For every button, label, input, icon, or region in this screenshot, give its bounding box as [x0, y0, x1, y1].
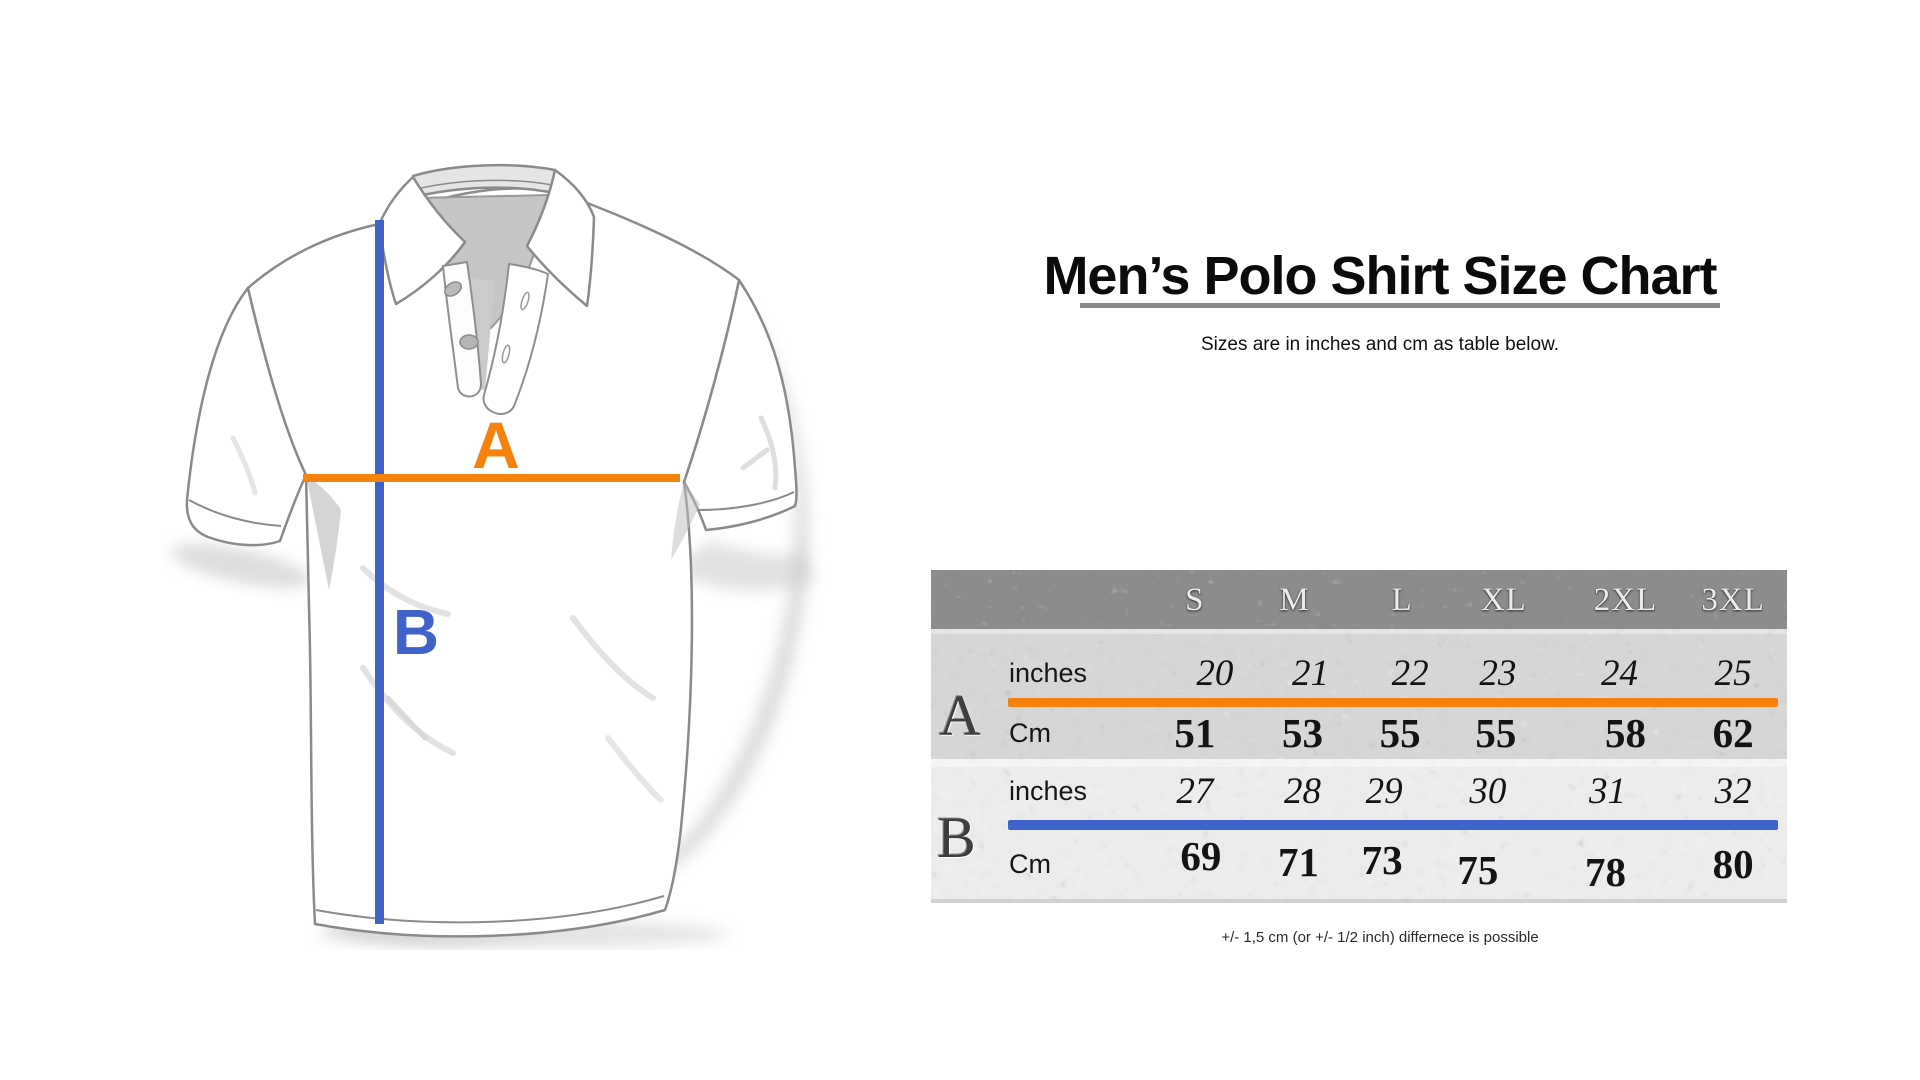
- right-cuff-seam: [698, 491, 795, 511]
- measure-label-a: A: [472, 408, 520, 482]
- size-value: 22: [1391, 652, 1429, 694]
- size-value: 55: [1475, 710, 1517, 756]
- size-value: 23: [1479, 652, 1517, 694]
- placket-right-strip: [482, 262, 550, 415]
- column-header-2xl: 2XL: [1593, 581, 1658, 618]
- size-value: 21: [1291, 652, 1329, 694]
- size-value: 20: [1196, 652, 1234, 694]
- collar-flap-right: [525, 168, 596, 308]
- size-value: 80: [1712, 841, 1754, 887]
- buttonhole-top: [520, 291, 530, 311]
- subtitle: Sizes are in inches and cm as table belo…: [1200, 334, 1560, 355]
- title-divider: [1080, 303, 1720, 308]
- table-texture-background: [931, 570, 1787, 903]
- size-value: 69: [1180, 833, 1222, 879]
- size-value: 71: [1277, 839, 1319, 885]
- hem-seam: [315, 895, 665, 924]
- size-value: 73: [1361, 837, 1403, 883]
- size-value: 27: [1176, 770, 1214, 812]
- measure-line-a: [303, 474, 680, 482]
- size-value: 29: [1365, 770, 1403, 812]
- column-header-l: L: [1391, 581, 1413, 618]
- size-value: 55: [1379, 710, 1421, 756]
- measure-label-b: B: [393, 596, 439, 668]
- button-bottom: [459, 334, 479, 350]
- row-label-a-inches: inches: [1009, 657, 1088, 688]
- collar-flap-left: [377, 175, 467, 306]
- measure-b-underline: [1008, 820, 1778, 830]
- shirt-wrinkles: [230, 415, 779, 803]
- size-value: 25: [1714, 652, 1752, 694]
- page-title: Men’s Polo Shirt Size Chart: [1043, 246, 1717, 307]
- size-value: 51: [1174, 710, 1216, 756]
- size-value: 31: [1588, 770, 1626, 812]
- measure-a-underline: [1008, 698, 1778, 707]
- column-header-m: M: [1279, 581, 1310, 618]
- size-value: 75: [1457, 847, 1499, 893]
- size-value: 53: [1281, 710, 1323, 756]
- polo-shirt-illustration: A B: [170, 163, 815, 949]
- table-row-b-inches: inches 27 28 29 30 31 32: [931, 766, 1787, 816]
- table-row-a-cm: Cm 51 53 55 55 58 62: [931, 707, 1787, 759]
- column-header-xl: XL: [1480, 581, 1527, 618]
- table-row-a-inches: inches 20 21 22 23 24 25: [931, 642, 1787, 704]
- left-cuff-seam: [188, 499, 282, 527]
- tolerance-note: +/- 1,5 cm (or +/- 1/2 inch) differnece …: [1221, 929, 1539, 946]
- section-letter-a: A: [939, 683, 981, 748]
- size-value: 78: [1584, 849, 1626, 895]
- table-header-row: S M L XL 2XL 3XL: [931, 570, 1787, 630]
- table-row-b-cm: Cm 69 71 73 75 78 80: [931, 833, 1787, 895]
- column-header-3xl: 3XL: [1701, 581, 1765, 618]
- size-table: S M L XL 2XL 3XL inches 20 21 22 23 24 2…: [931, 570, 1787, 903]
- row-label-b-inches: inches: [1009, 775, 1088, 806]
- column-header-s: S: [1185, 581, 1205, 618]
- button-top: [443, 281, 463, 297]
- size-value: 32: [1714, 770, 1752, 812]
- collar-band-seam: [411, 179, 559, 191]
- size-value: 24: [1600, 652, 1638, 694]
- size-value: 62: [1712, 710, 1754, 756]
- row-label-a-cm: Cm: [1009, 717, 1051, 748]
- measure-line-b: [375, 220, 384, 924]
- row-label-b-cm: Cm: [1009, 848, 1051, 879]
- size-value: 30: [1469, 770, 1507, 812]
- section-letter-b: B: [937, 805, 976, 870]
- buttonhole-bottom: [501, 344, 511, 364]
- size-value: 28: [1283, 770, 1321, 812]
- size-value: 58: [1604, 710, 1646, 756]
